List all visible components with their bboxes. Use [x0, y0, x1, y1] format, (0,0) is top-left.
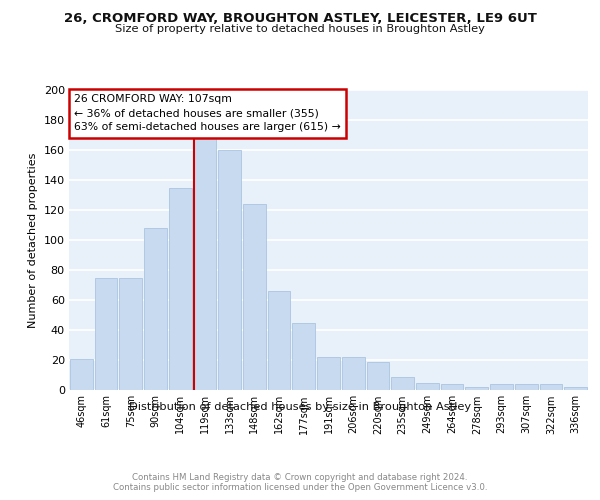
Bar — [490, 384, 513, 390]
Bar — [342, 357, 365, 390]
Bar — [539, 384, 562, 390]
Y-axis label: Number of detached properties: Number of detached properties — [28, 152, 38, 328]
Text: 26 CROMFORD WAY: 107sqm
← 36% of detached houses are smaller (355)
63% of semi-d: 26 CROMFORD WAY: 107sqm ← 36% of detache… — [74, 94, 341, 132]
Text: 26, CROMFORD WAY, BROUGHTON ASTLEY, LEICESTER, LE9 6UT: 26, CROMFORD WAY, BROUGHTON ASTLEY, LEIC… — [64, 12, 536, 26]
Bar — [119, 278, 142, 390]
Text: Contains HM Land Registry data © Crown copyright and database right 2024.: Contains HM Land Registry data © Crown c… — [132, 472, 468, 482]
Bar — [169, 188, 191, 390]
Bar — [292, 322, 315, 390]
Bar — [416, 382, 439, 390]
Bar — [194, 138, 216, 390]
Bar — [317, 357, 340, 390]
Bar — [515, 384, 538, 390]
Bar — [268, 291, 290, 390]
Bar — [70, 358, 93, 390]
Bar — [391, 376, 414, 390]
Bar — [367, 362, 389, 390]
Text: Size of property relative to detached houses in Broughton Astley: Size of property relative to detached ho… — [115, 24, 485, 34]
Bar — [144, 228, 167, 390]
Text: Distribution of detached houses by size in Broughton Astley: Distribution of detached houses by size … — [129, 402, 471, 412]
Bar — [564, 387, 587, 390]
Bar — [441, 384, 463, 390]
Bar — [95, 278, 118, 390]
Bar — [243, 204, 266, 390]
Bar — [218, 150, 241, 390]
Bar — [466, 387, 488, 390]
Text: Contains public sector information licensed under the Open Government Licence v3: Contains public sector information licen… — [113, 484, 487, 492]
